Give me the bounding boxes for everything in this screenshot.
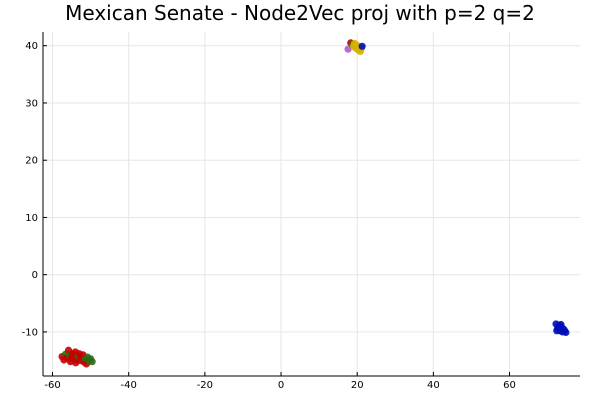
y-tick-label: 0 bbox=[32, 270, 38, 281]
grid bbox=[43, 32, 580, 376]
chart-title: Mexican Senate - Node2Vec proj with p=2 … bbox=[65, 1, 535, 25]
x-tick-label: -20 bbox=[197, 380, 213, 391]
x-tick-label: -40 bbox=[121, 380, 137, 391]
data-point bbox=[553, 327, 561, 335]
data-points bbox=[58, 39, 570, 368]
y-tick-label: 20 bbox=[25, 156, 38, 167]
data-point bbox=[88, 358, 96, 366]
axes bbox=[42, 32, 580, 377]
data-point bbox=[358, 42, 366, 50]
y-tick-label: 30 bbox=[25, 98, 38, 109]
data-point bbox=[72, 359, 80, 367]
y-tick-label: 10 bbox=[25, 213, 38, 224]
tick-labels: -60 -40 -20 0 20 40 60 -10 0 10 20 30 40 bbox=[22, 41, 516, 391]
data-point bbox=[344, 45, 352, 53]
data-point bbox=[562, 328, 570, 337]
x-tick-label: 20 bbox=[351, 380, 364, 391]
x-tick-label: 60 bbox=[503, 380, 516, 391]
x-tick-label: 0 bbox=[278, 380, 284, 391]
x-tick-label: 40 bbox=[427, 380, 440, 391]
x-tick-label: -60 bbox=[44, 380, 60, 391]
y-tick-label: 40 bbox=[25, 41, 38, 52]
data-point bbox=[557, 320, 565, 329]
y-tick-label: -10 bbox=[22, 327, 38, 338]
